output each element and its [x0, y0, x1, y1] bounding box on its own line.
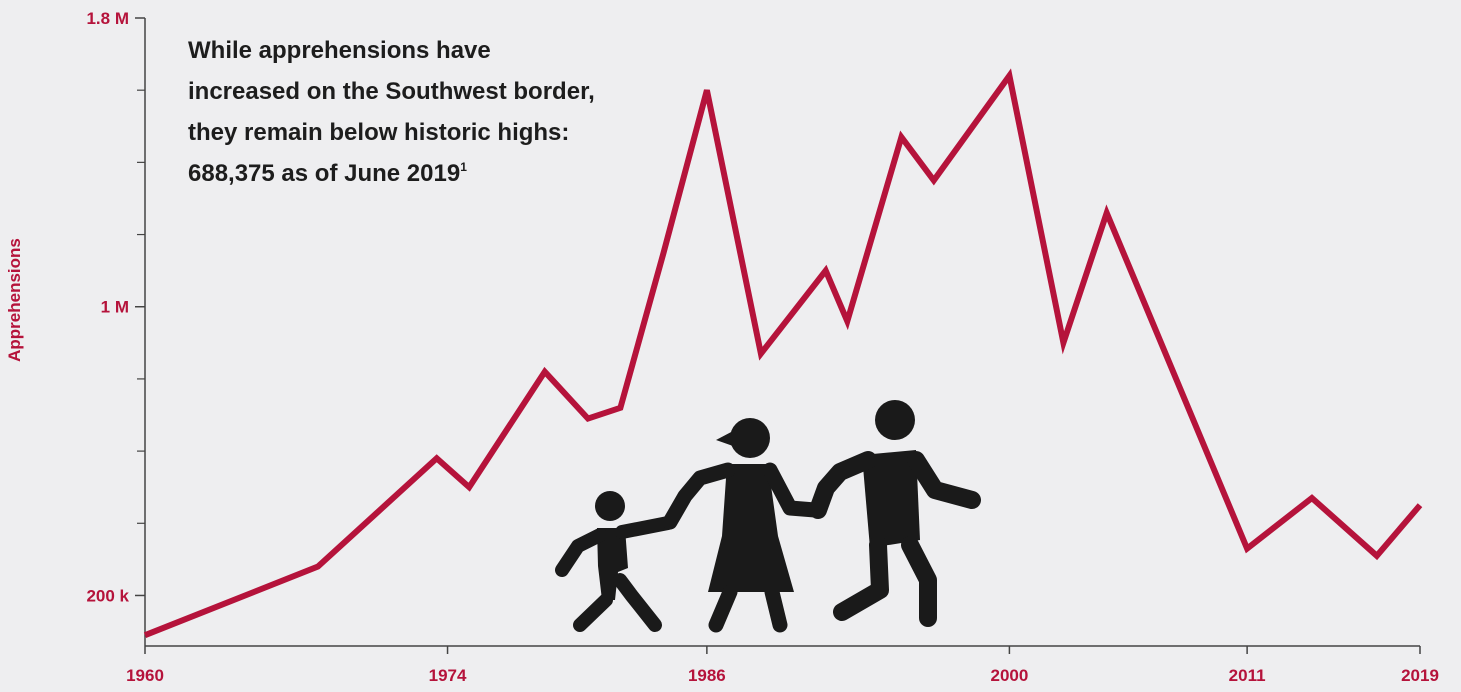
annotation-line-3: they remain below historic highs:: [188, 119, 569, 146]
child-head: [595, 491, 625, 521]
family-walking-icon: [555, 400, 981, 633]
y-axis-title: Apprehensions: [5, 238, 24, 362]
y-tick-label: 200 k: [86, 586, 129, 605]
man-head: [875, 400, 915, 440]
x-tick-label: 1986: [688, 666, 726, 685]
woman-head: [730, 418, 770, 458]
man-torso: [862, 450, 920, 548]
x-tick-label: 1974: [429, 666, 467, 685]
child-limbs: [555, 516, 675, 632]
x-tick-label: 1960: [126, 666, 164, 685]
woman-dress: [708, 464, 794, 592]
child-body: [597, 528, 628, 600]
annotation-line-1: While apprehensions have: [188, 37, 491, 64]
axes: [135, 17, 1421, 654]
x-tick-label: 2019: [1401, 666, 1439, 685]
annotation-line-2: increased on the Southwest border,: [188, 78, 595, 105]
x-tick-label: 2011: [1229, 666, 1266, 685]
tick-labels: 200 k 1 M 1.8 M 1960 1974 1986 2000 2011 2019: [86, 9, 1438, 685]
annotation-line-4: 688,375 as of June 20191: [188, 160, 467, 187]
x-tick-label: 2000: [990, 666, 1028, 685]
y-tick-label: 1 M: [101, 298, 129, 317]
y-tick-label: 1.8 M: [86, 9, 129, 28]
annotation: While apprehensions have increased on th…: [188, 37, 595, 187]
woman-limbs: [662, 462, 823, 633]
annotation-line-4-text: 688,375 as of June 2019: [188, 160, 460, 187]
man-limbs: [809, 451, 981, 627]
series-lines: [143, 68, 1423, 638]
annotation-footnote: 1: [460, 160, 467, 174]
woman-hair: [716, 430, 735, 446]
